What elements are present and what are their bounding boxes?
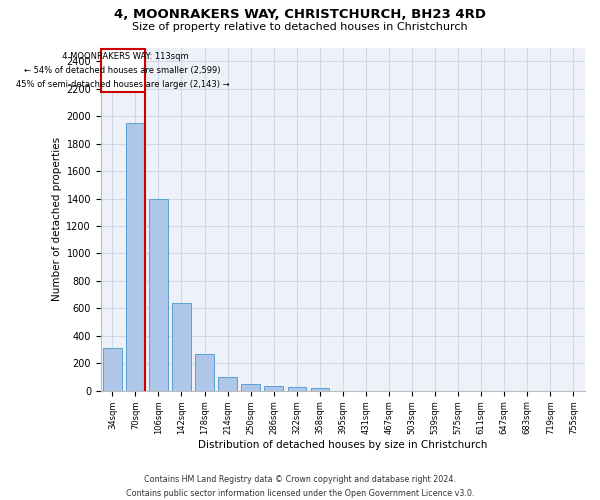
Bar [241,384,260,390]
Bar [265,386,283,390]
Text: 4 MOONRAKERS WAY: 113sqm
← 54% of detached houses are smaller (2,599)
45% of sem: 4 MOONRAKERS WAY: 113sqm ← 54% of detach… [16,52,229,89]
Bar [172,303,191,390]
Bar [287,387,306,390]
X-axis label: Distribution of detached houses by size in Christchurch: Distribution of detached houses by size … [198,440,488,450]
Bar [126,123,145,390]
Bar [103,348,122,391]
Bar [311,388,329,390]
Bar [149,198,167,390]
Text: 4, MOONRAKERS WAY, CHRISTCHURCH, BH23 4RD: 4, MOONRAKERS WAY, CHRISTCHURCH, BH23 4R… [114,8,486,20]
Text: Contains HM Land Registry data © Crown copyright and database right 2024.
Contai: Contains HM Land Registry data © Crown c… [126,476,474,498]
Bar [196,354,214,391]
Text: Size of property relative to detached houses in Christchurch: Size of property relative to detached ho… [132,22,468,32]
Bar [101,49,145,92]
Y-axis label: Number of detached properties: Number of detached properties [52,137,62,301]
Bar [218,377,237,390]
